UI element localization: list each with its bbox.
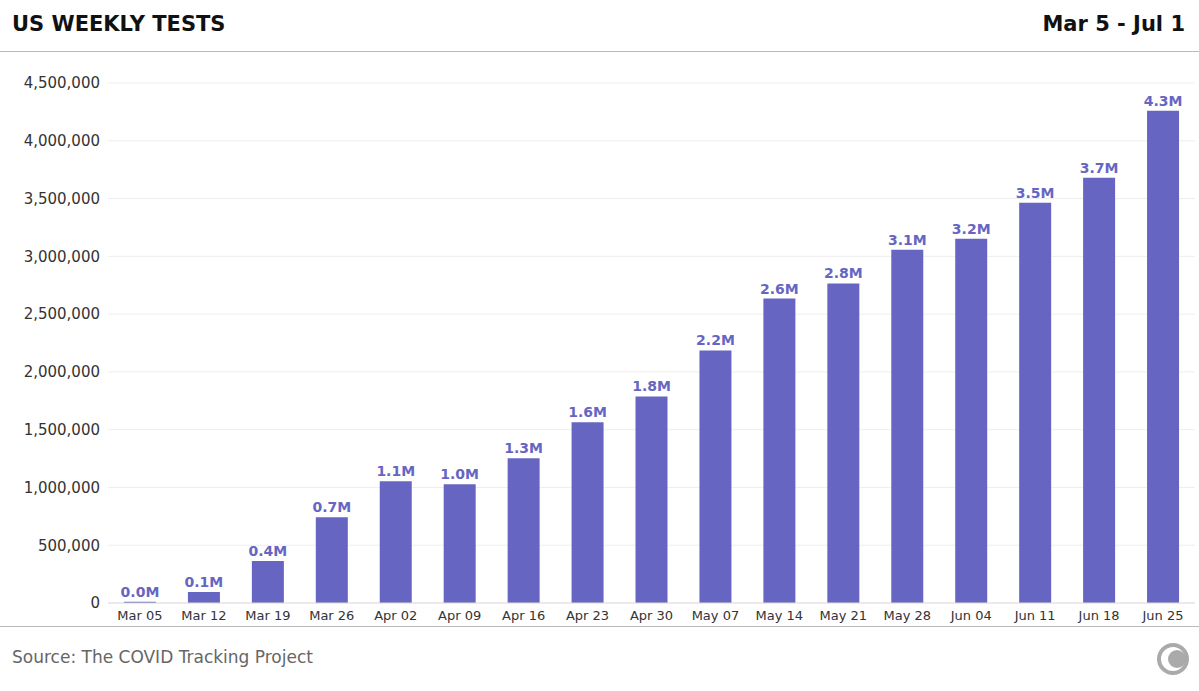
- svg-text:1.8M: 1.8M: [632, 378, 671, 394]
- svg-text:1,000,000: 1,000,000: [24, 479, 100, 497]
- svg-text:2,500,000: 2,500,000: [24, 305, 100, 323]
- svg-text:May 14: May 14: [756, 608, 804, 623]
- html-text:US WEEKLY TESTS: US WEEKLY TESTS: [12, 12, 226, 36]
- svg-text:Jun 04: Jun 04: [950, 608, 992, 623]
- svg-text:2.8M: 2.8M: [824, 265, 863, 281]
- svg-text:2.6M: 2.6M: [760, 281, 799, 297]
- svg-text:3,000,000: 3,000,000: [24, 248, 100, 266]
- svg-text:3,500,000: 3,500,000: [24, 190, 100, 208]
- svg-text:Jun 11: Jun 11: [1014, 608, 1056, 623]
- svg-text:Apr 23: Apr 23: [566, 608, 609, 623]
- svg-text:Apr 30: Apr 30: [630, 608, 673, 623]
- svg-text:1.1M: 1.1M: [376, 463, 415, 479]
- svg-text:Mar 26: Mar 26: [309, 608, 354, 623]
- svg-text:0.0M: 0.0M: [121, 584, 160, 600]
- svg-text:3.1M: 3.1M: [888, 232, 927, 248]
- svg-text:0.1M: 0.1M: [185, 574, 224, 590]
- svg-text:4,500,000: 4,500,000: [24, 74, 100, 92]
- svg-text:1.6M: 1.6M: [568, 404, 607, 420]
- svg-text:1,500,000: 1,500,000: [24, 421, 100, 439]
- svg-text:0: 0: [90, 594, 100, 612]
- svg-text:4,000,000: 4,000,000: [24, 132, 100, 150]
- svg-text:2,000,000: 2,000,000: [24, 363, 100, 381]
- svg-text:Apr 02: Apr 02: [374, 608, 417, 623]
- svg-text:Mar 12: Mar 12: [181, 608, 226, 623]
- html-text:Source: The COVID Tracking Pro: Source: The COVID Tracking Project: [12, 647, 313, 667]
- svg-text:3.7M: 3.7M: [1080, 160, 1119, 176]
- svg-text:500,000: 500,000: [38, 537, 100, 555]
- svg-text:3.2M: 3.2M: [952, 221, 991, 237]
- html-text:Mar 5 - Jul 1: Mar 5 - Jul 1: [1042, 12, 1185, 36]
- svg-text:0.7M: 0.7M: [312, 499, 351, 515]
- svg-text:May 07: May 07: [692, 608, 740, 623]
- svg-text:0.4M: 0.4M: [249, 543, 288, 559]
- svg-text:May 21: May 21: [820, 608, 868, 623]
- svg-text:2.2M: 2.2M: [696, 332, 735, 348]
- svg-text:Jun 25: Jun 25: [1142, 608, 1184, 623]
- svg-text:Mar 19: Mar 19: [245, 608, 290, 623]
- svg-text:1.3M: 1.3M: [504, 440, 543, 456]
- svg-text:1.0M: 1.0M: [440, 466, 479, 482]
- svg-text:3.5M: 3.5M: [1016, 185, 1055, 201]
- svg-text:Apr 09: Apr 09: [438, 608, 481, 623]
- svg-text:4.3M: 4.3M: [1144, 93, 1183, 109]
- svg-text:Apr 16: Apr 16: [502, 608, 545, 623]
- svg-text:Mar 05: Mar 05: [117, 608, 162, 623]
- svg-text:Jun 18: Jun 18: [1078, 608, 1120, 623]
- svg-text:May 28: May 28: [883, 608, 931, 623]
